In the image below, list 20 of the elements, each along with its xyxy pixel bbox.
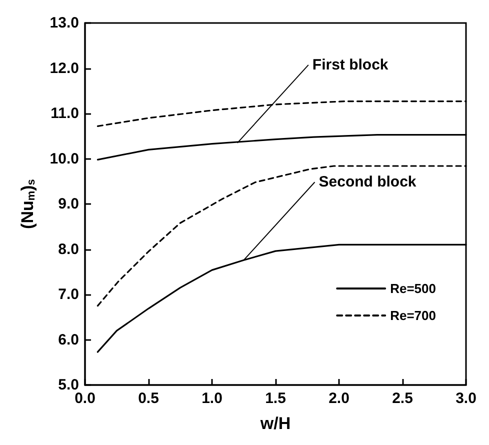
x-tick-label: 3.0 (456, 390, 476, 407)
x-tick-label: 1.5 (265, 390, 286, 407)
y-tick-label: 6.0 (58, 331, 79, 348)
x-tick-label: 2.5 (392, 390, 413, 407)
x-axis-title: w/H (259, 414, 291, 433)
annotation: Second block (318, 174, 417, 191)
annotation: First block (312, 56, 389, 74)
legend-label: Re=500 (390, 281, 436, 296)
y-tick-label: 8.0 (58, 240, 79, 258)
y-tick-label: 7.0 (58, 286, 79, 303)
y-tick-label: 11.0 (50, 105, 79, 122)
y-tick-label: 13.0 (50, 14, 79, 32)
legend-label: Re=700 (390, 308, 436, 323)
x-tick-label: 1.0 (202, 390, 222, 407)
x-tick-label: 2.0 (328, 390, 350, 407)
y-tick-label: 12.0 (50, 60, 79, 77)
y-axis-title: (Num)s (18, 179, 38, 229)
y-tick-label: 9.0 (58, 196, 79, 212)
x-tick-label: 0.5 (138, 390, 159, 407)
y-tick-label: 10.0 (50, 150, 79, 168)
